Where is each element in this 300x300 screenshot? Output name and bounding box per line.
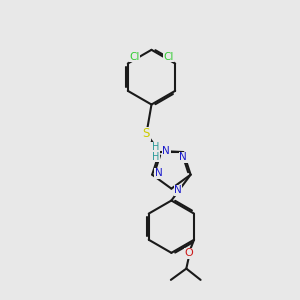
Text: N: N [174, 185, 182, 195]
Text: H: H [152, 152, 159, 161]
Text: H: H [152, 142, 159, 152]
Text: Cl: Cl [129, 52, 140, 62]
Text: N: N [154, 168, 162, 178]
Text: O: O [184, 248, 193, 258]
Text: Cl: Cl [164, 52, 174, 62]
Text: N: N [163, 146, 170, 157]
Text: N: N [179, 152, 187, 162]
Text: S: S [143, 127, 150, 140]
